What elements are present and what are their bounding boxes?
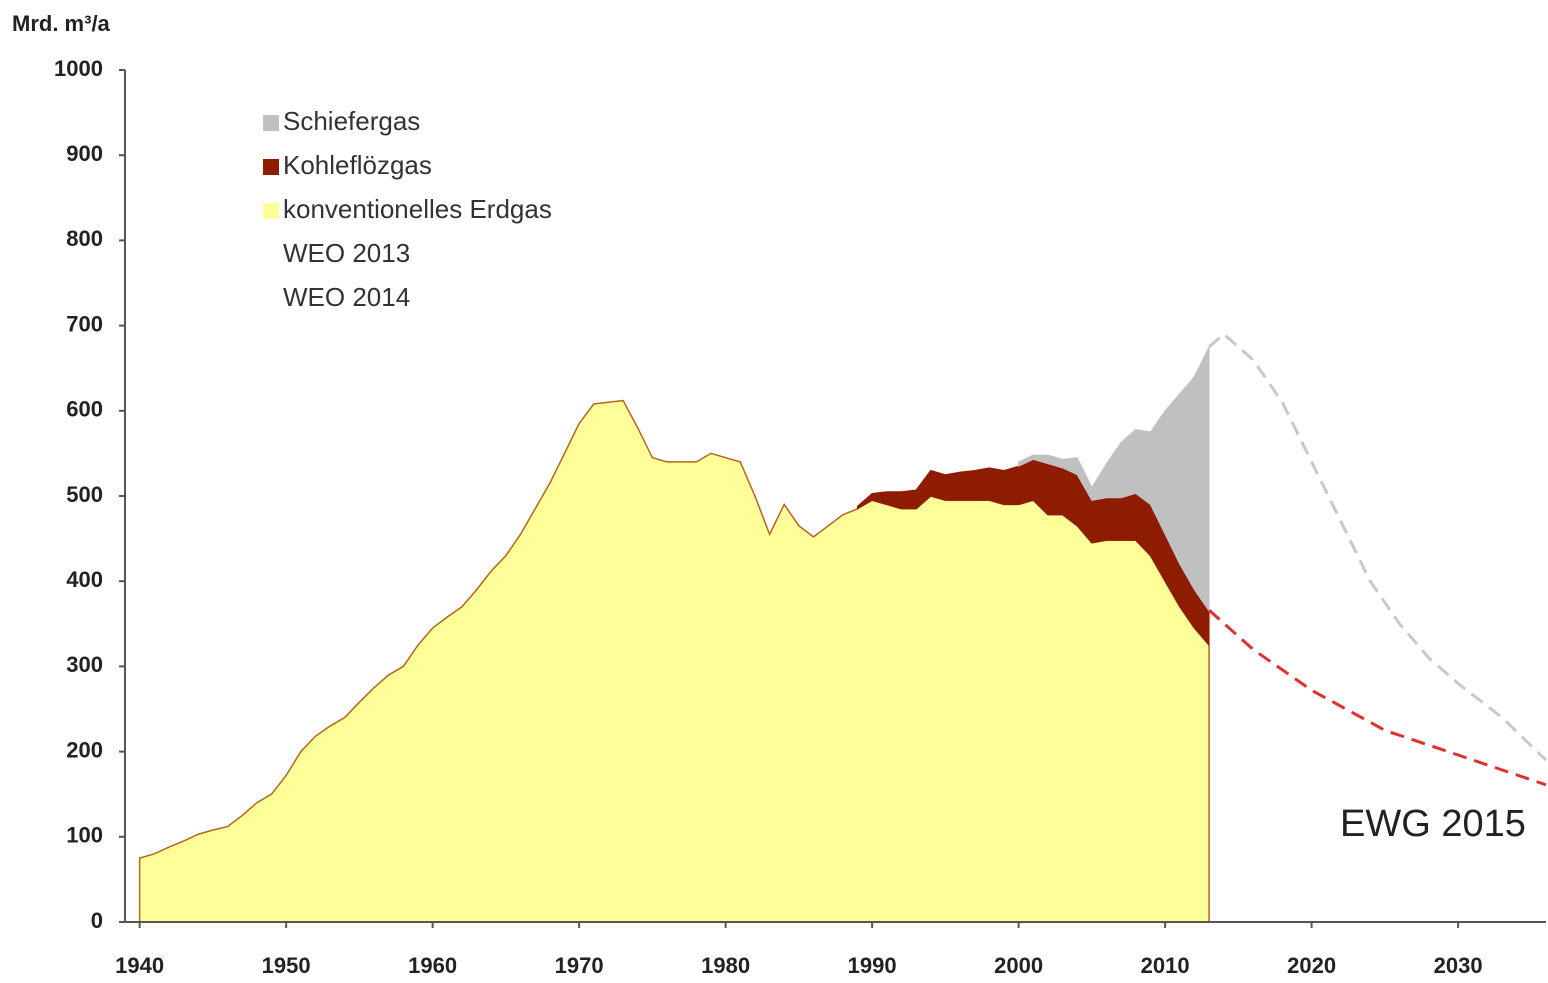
legend-label: WEO 2013: [283, 238, 410, 268]
plot-area: [138, 332, 1548, 923]
x-tick-label: 2000: [994, 953, 1043, 978]
x-tick-label: 1970: [555, 953, 604, 978]
y-axis-label: Mrd. m³/a: [12, 11, 111, 36]
y-tick-label: 400: [66, 567, 103, 592]
line: [1208, 332, 1548, 762]
y-tick-label: 1000: [54, 56, 103, 81]
y-tick-label: 200: [66, 737, 103, 762]
x-tick-label: 1950: [262, 953, 311, 978]
annotation: EWG 2015: [1340, 803, 1526, 845]
x-tick-label: 1980: [701, 953, 750, 978]
y-tick-label: 800: [66, 226, 103, 251]
legend-label: Kohleflözgas: [283, 150, 432, 180]
legend-swatch: [263, 159, 279, 175]
legend-label: konventionelles Erdgas: [283, 194, 552, 224]
x-tick-label: 2020: [1287, 953, 1336, 978]
legend-swatch: [263, 115, 279, 131]
x-tick-label: 1990: [848, 953, 897, 978]
area: [856, 458, 1210, 647]
x-tick-label: 1960: [408, 953, 457, 978]
line: [1208, 609, 1547, 787]
y-tick-label: 0: [91, 908, 103, 933]
y-tick-label: 600: [66, 397, 103, 422]
y-tick-label: 700: [66, 311, 103, 336]
y-tick-label: 900: [66, 141, 103, 166]
x-tick-label: 2030: [1434, 953, 1483, 978]
legend-label: WEO 2014: [283, 282, 410, 312]
y-tick-label: 300: [66, 652, 103, 677]
x-tick-label: 2010: [1141, 953, 1190, 978]
x-tick-label: 1940: [115, 953, 164, 978]
legend-label: Schiefergas: [283, 106, 420, 136]
y-tick-label: 500: [66, 482, 103, 507]
y-tick-label: 100: [66, 823, 103, 848]
legend-swatch: [263, 203, 279, 219]
